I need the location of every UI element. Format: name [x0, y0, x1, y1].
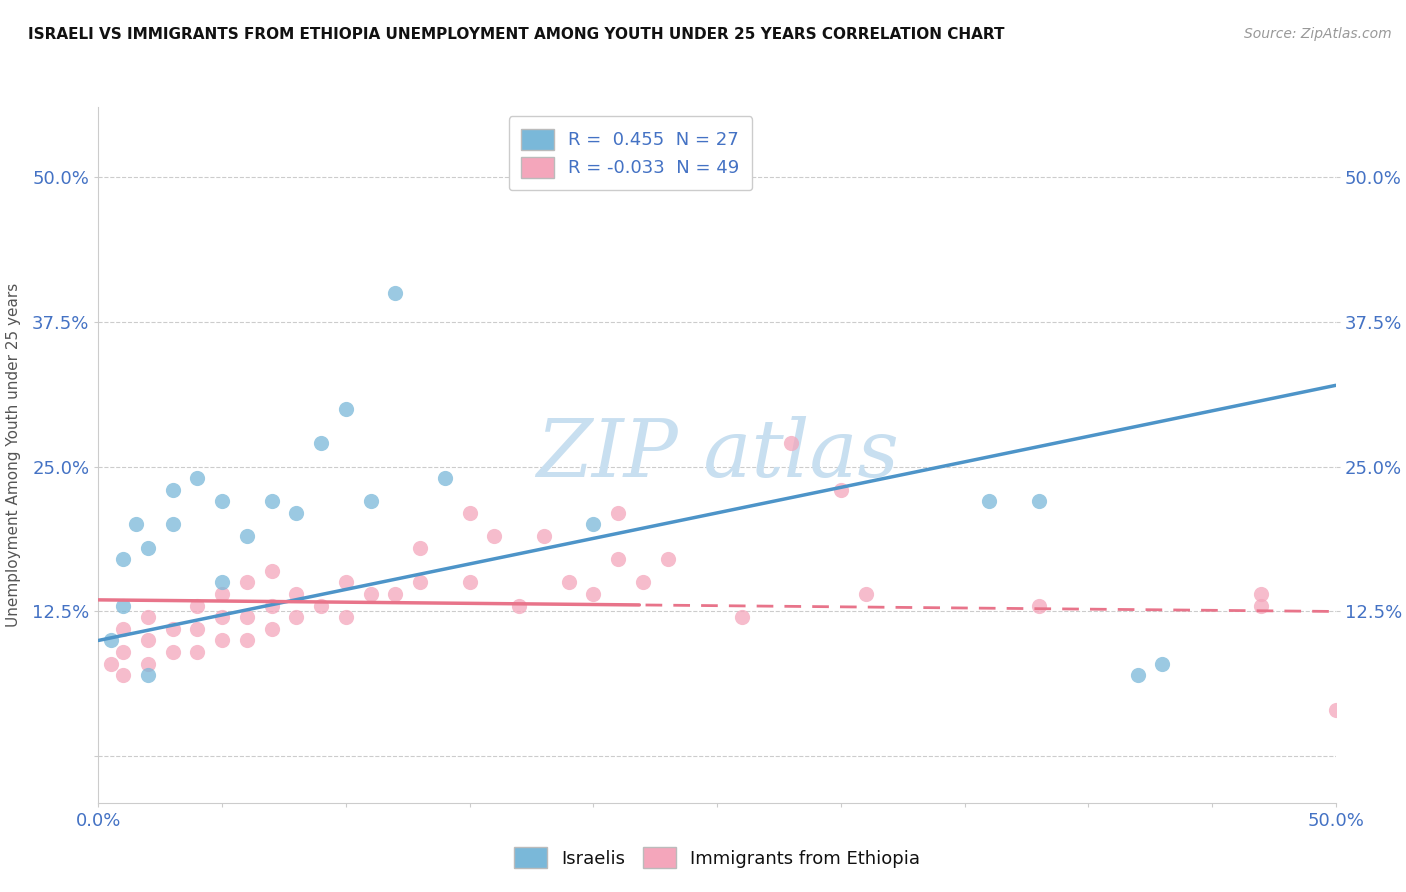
Point	[186, 599, 208, 613]
Point	[162, 517, 184, 532]
Point	[136, 633, 159, 648]
Point	[260, 599, 283, 613]
Point	[508, 599, 530, 613]
Point	[211, 633, 233, 648]
Point	[136, 541, 159, 555]
Point	[1152, 657, 1174, 671]
Point	[236, 633, 259, 648]
Point	[112, 645, 135, 659]
Y-axis label: Unemployment Among Youth under 25 years: Unemployment Among Youth under 25 years	[6, 283, 21, 627]
Point	[100, 633, 122, 648]
Point	[211, 575, 233, 590]
Point	[112, 622, 135, 636]
Point	[309, 599, 332, 613]
Point	[260, 494, 283, 508]
Point	[136, 657, 159, 671]
Text: ZIP atlas: ZIP atlas	[536, 417, 898, 493]
Point	[409, 541, 432, 555]
Point	[657, 552, 679, 566]
Point	[1250, 599, 1272, 613]
Point	[162, 483, 184, 497]
Point	[285, 610, 308, 624]
Point	[186, 645, 208, 659]
Point	[309, 436, 332, 450]
Point	[260, 622, 283, 636]
Point	[533, 529, 555, 543]
Point	[607, 552, 630, 566]
Point	[384, 587, 406, 601]
Point	[731, 610, 754, 624]
Point	[211, 587, 233, 601]
Point	[855, 587, 877, 601]
Point	[236, 529, 259, 543]
Point	[458, 575, 481, 590]
Point	[582, 587, 605, 601]
Point	[1028, 494, 1050, 508]
Point	[384, 285, 406, 300]
Point	[335, 575, 357, 590]
Point	[582, 517, 605, 532]
Text: Source: ZipAtlas.com: Source: ZipAtlas.com	[1244, 27, 1392, 41]
Point	[360, 587, 382, 601]
Point	[1250, 587, 1272, 601]
Point	[112, 599, 135, 613]
Point	[335, 401, 357, 416]
Point	[136, 668, 159, 682]
Point	[1028, 599, 1050, 613]
Point	[162, 622, 184, 636]
Point	[260, 564, 283, 578]
Point	[335, 610, 357, 624]
Legend: Israelis, Immigrants from Ethiopia: Israelis, Immigrants from Ethiopia	[505, 838, 929, 877]
Point	[979, 494, 1001, 508]
Point	[112, 552, 135, 566]
Point	[484, 529, 506, 543]
Point	[360, 494, 382, 508]
Point	[124, 517, 146, 532]
Text: ISRAELI VS IMMIGRANTS FROM ETHIOPIA UNEMPLOYMENT AMONG YOUTH UNDER 25 YEARS CORR: ISRAELI VS IMMIGRANTS FROM ETHIOPIA UNEM…	[28, 27, 1005, 42]
Point	[1126, 668, 1149, 682]
Point	[780, 436, 803, 450]
Point	[458, 506, 481, 520]
Point	[211, 494, 233, 508]
Point	[162, 645, 184, 659]
Point	[433, 471, 456, 485]
Point	[186, 622, 208, 636]
Point	[409, 575, 432, 590]
Point	[112, 668, 135, 682]
Point	[100, 657, 122, 671]
Point	[557, 575, 579, 590]
Point	[236, 610, 259, 624]
Point	[1324, 703, 1347, 717]
Point	[830, 483, 852, 497]
Point	[607, 506, 630, 520]
Point	[186, 471, 208, 485]
Point	[285, 506, 308, 520]
Point	[211, 610, 233, 624]
Point	[236, 575, 259, 590]
Point	[285, 587, 308, 601]
Point	[631, 575, 654, 590]
Point	[136, 610, 159, 624]
